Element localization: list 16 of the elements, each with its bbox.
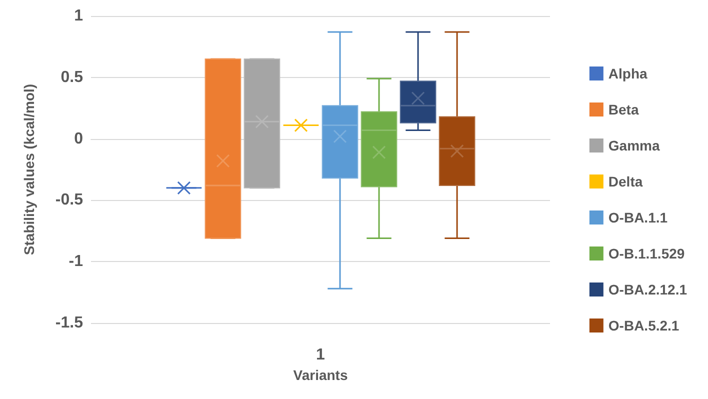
- y-axis-title: Stability values (kcal/mol): [21, 84, 37, 256]
- x-axis-title: Variants: [293, 367, 348, 383]
- y-tick-label: -1: [68, 253, 84, 270]
- legend-label: O-BA.5.2.1: [608, 318, 680, 334]
- legend-label: Gamma: [608, 138, 660, 154]
- legend-label: Alpha: [608, 66, 648, 82]
- legend-label: O-BA.1.1: [608, 210, 668, 226]
- legend-label: O-BA.2.12.1: [608, 282, 688, 298]
- y-tick-label: 0.5: [60, 68, 84, 86]
- legend-label: O-B.1.1.529: [608, 246, 685, 262]
- legend-label: Beta: [608, 102, 639, 118]
- y-tick-label: 1: [74, 8, 84, 24]
- y-tick-label: -0.5: [55, 192, 84, 209]
- y-tick-label: 0: [74, 130, 84, 148]
- y-tick-label: -1.5: [55, 314, 84, 332]
- legend-label: Delta: [608, 174, 643, 190]
